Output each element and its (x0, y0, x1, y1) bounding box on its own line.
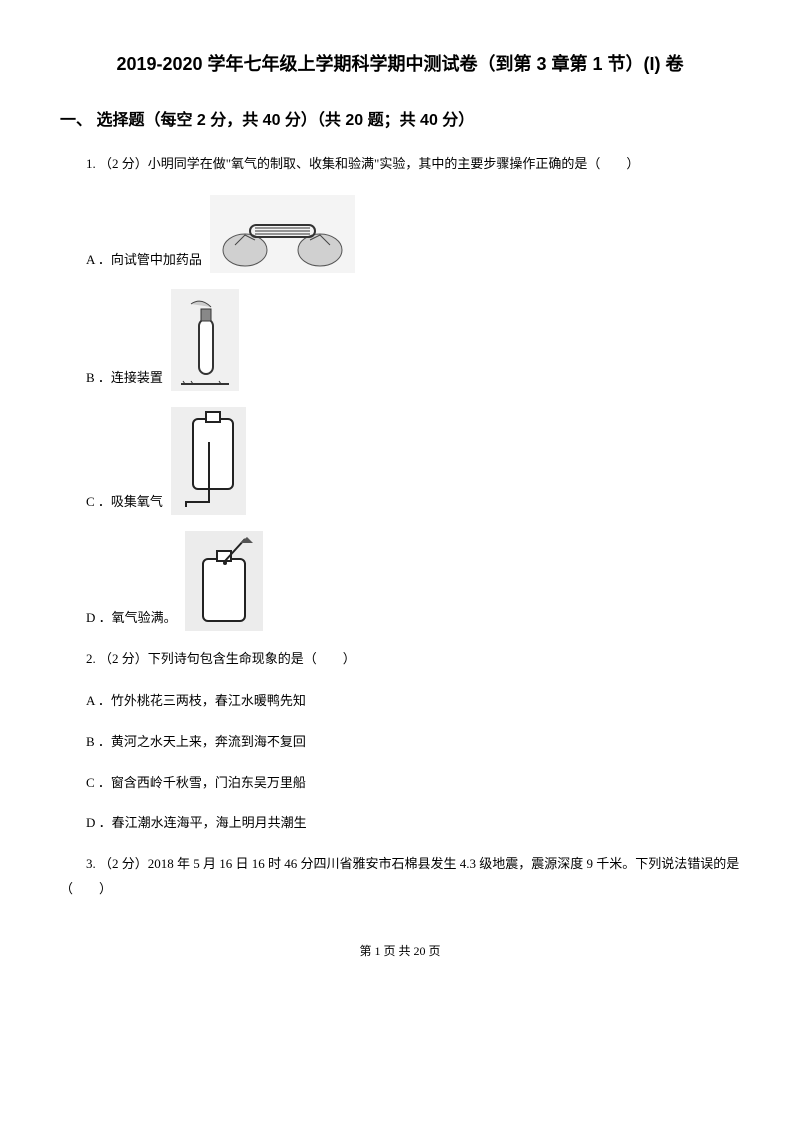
q1-optD-image (185, 531, 263, 631)
q2-optD-text: D ．春江潮水连海平，海上明月共潮生 (60, 811, 307, 836)
q1-optC-image (171, 407, 246, 515)
q1-optD-text: D ．氧气验满。 (60, 606, 177, 631)
section-header: 一、 选择题（每空 2 分，共 40 分）（共 20 题；共 40 分） (60, 106, 740, 130)
q1-optC-text: C ．吸集氧气 (60, 490, 163, 515)
q2-option-c: C ．窗含西岭千秋雪，门泊东吴万里船 (60, 771, 740, 796)
q2-optA-text: A ．竹外桃花三两枝，春江水暖鸭先知 (60, 689, 306, 714)
q2-option-d: D ．春江潮水连海平，海上明月共潮生 (60, 811, 740, 836)
q1-stem: 1. （2 分）小明同学在做"氧气的制取、收集和验满"实验，其中的主要步骤操作正… (60, 152, 740, 177)
page-footer: 第 1 页 共 20 页 (60, 942, 740, 959)
q2-option-a: A ．竹外桃花三两枝，春江水暖鸭先知 (60, 689, 740, 714)
q2-optC-text: C ．窗含西岭千秋雪，门泊东吴万里船 (60, 771, 306, 796)
q1-optB-image (171, 289, 239, 391)
q1-option-c: C ．吸集氧气 (60, 407, 740, 515)
q1-option-d: D ．氧气验满。 (60, 531, 740, 631)
page-title: 2019-2020 学年七年级上学期科学期中测试卷（到第 3 章第 1 节）(I… (60, 50, 740, 76)
q2-stem: 2. （2 分）下列诗句包含生命现象的是（ ） (60, 647, 740, 672)
q2-optB-text: B ．黄河之水天上来，奔流到海不复回 (60, 730, 306, 755)
q3-stem: 3. （2 分）2018 年 5 月 16 日 16 时 46 分四川省雅安市石… (60, 852, 740, 901)
q1-optA-text: A ．向试管中加药品 (60, 248, 202, 273)
q1-optA-image (210, 195, 355, 273)
q1-optB-text: B ．连接装置 (60, 366, 163, 391)
q1-option-b: B ．连接装置 (60, 289, 740, 391)
q2-option-b: B ．黄河之水天上来，奔流到海不复回 (60, 730, 740, 755)
q1-option-a: A ．向试管中加药品 (60, 195, 740, 273)
